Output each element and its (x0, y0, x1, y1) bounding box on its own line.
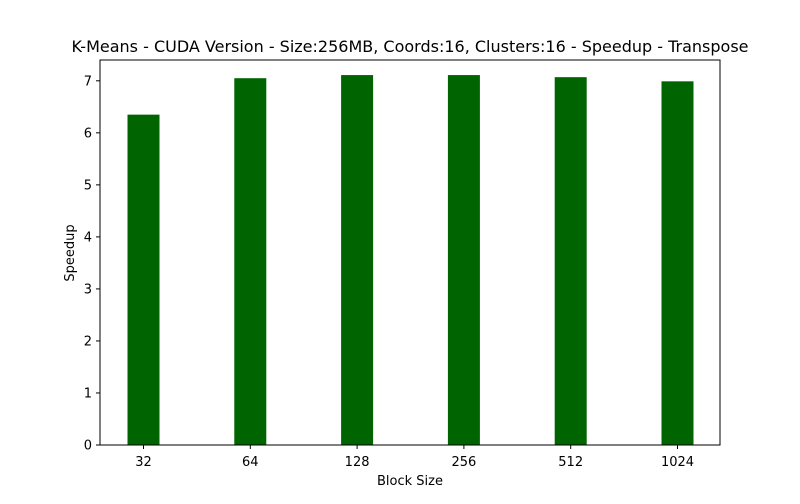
x-tick-label-1024: 1024 (661, 455, 694, 470)
x-tick-label-32: 32 (135, 455, 152, 470)
x-tick-label-64: 64 (242, 455, 259, 470)
x-tick-label-128: 128 (345, 455, 370, 470)
bar-512 (554, 77, 587, 446)
bar-128 (341, 75, 374, 446)
plot-frame (99, 59, 721, 446)
y-tick-label-1: 1 (84, 386, 92, 401)
y-tick-label-5: 5 (84, 178, 92, 193)
x-tick-label-512: 512 (558, 455, 583, 470)
bar-1024 (661, 81, 694, 445)
y-tick-label-7: 7 (84, 74, 92, 89)
chart-title: K-Means - CUDA Version - Size:256MB, Coo… (71, 37, 748, 56)
x-tick-label-256: 256 (451, 455, 476, 470)
x-axis-label: Block Size (377, 474, 443, 489)
bar-32 (127, 114, 160, 445)
y-tick-label-0: 0 (84, 439, 92, 454)
y-tick-label-2: 2 (84, 334, 92, 349)
bar-256 (447, 75, 480, 446)
bar-64 (234, 78, 267, 445)
y-tick-label-3: 3 (84, 282, 92, 297)
y-axis-label: Speedup (63, 224, 78, 281)
y-tick-label-6: 6 (84, 126, 92, 141)
plot-area: 32 64 128 256 512 1024 0 1 2 3 4 5 6 7 (84, 59, 721, 470)
y-tick-label-4: 4 (84, 230, 92, 245)
